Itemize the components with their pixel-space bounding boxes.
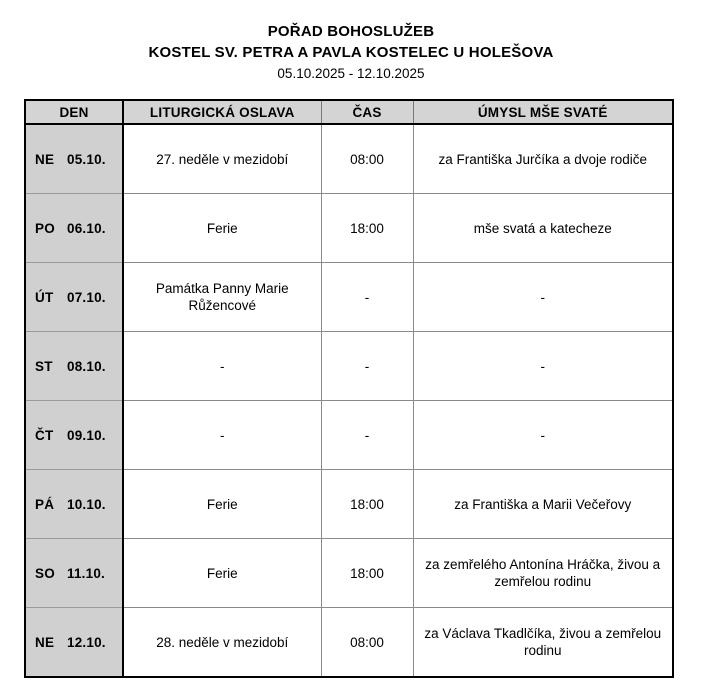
- cell-liturgicka-oslava: Ferie: [123, 193, 322, 263]
- table-row: ÚT 07.10. Památka Panny Marie Růžencové - -: [25, 262, 673, 332]
- cell-cas: -: [321, 331, 414, 401]
- table-row: NE 12.10. 28. neděle v mezidobí 08:00 za Vác…: [25, 607, 673, 677]
- table-row: SO 11.10. Ferie 18:00 za zemřelého Antonína …: [25, 538, 673, 608]
- cell-day: NE 05.10.: [25, 124, 124, 194]
- table-row: ČT 09.10. - - -: [25, 400, 673, 470]
- day-abbreviation: ST: [35, 358, 53, 374]
- column-header-umysl-mse-svate: ÚMYSL MŠE SVATÉ: [413, 100, 673, 125]
- cell-cas: 18:00: [321, 193, 414, 263]
- cell-cas: -: [321, 262, 414, 332]
- day-date: 06.10.: [67, 220, 106, 236]
- cell-day: PO 06.10.: [25, 193, 124, 263]
- cell-cas: 18:00: [321, 469, 414, 539]
- cell-umysl-mse-svate: -: [413, 331, 673, 401]
- column-header-cas: ČAS: [321, 100, 414, 125]
- cell-day: ST 08.10.: [25, 331, 124, 401]
- table-header-row: DEN LITURGICKÁ OSLAVA ČAS ÚMYSL MŠE SVAT…: [25, 100, 673, 125]
- date-range: 05.10.2025 - 12.10.2025: [277, 66, 425, 81]
- page-subtitle-church: KOSTEL SV. PETRA A PAVLA KOSTELEC U HOLE…: [148, 44, 554, 61]
- cell-day: NE 12.10.: [25, 607, 124, 677]
- cell-day: PÁ 10.10.: [25, 469, 124, 539]
- cell-cas: 08:00: [321, 607, 414, 677]
- cell-liturgicka-oslava: 27. neděle v mezidobí: [123, 124, 322, 194]
- day-abbreviation: NE: [35, 634, 55, 650]
- cell-liturgicka-oslava: -: [123, 331, 322, 401]
- cell-umysl-mse-svate: za zemřelého Antonína Hráčka, živou a ze…: [413, 538, 673, 608]
- cell-umysl-mse-svate: mše svatá a katecheze: [413, 193, 673, 263]
- column-header-den: DEN: [25, 100, 124, 125]
- cell-umysl-mse-svate: -: [413, 400, 673, 470]
- cell-cas: 08:00: [321, 124, 414, 194]
- table-body: NE 05.10. 27. neděle v mezidobí 08:00 za Fra…: [25, 124, 673, 677]
- cell-liturgicka-oslava: Památka Panny Marie Růžencové: [123, 262, 322, 332]
- cell-cas: -: [321, 400, 414, 470]
- day-abbreviation: ČT: [35, 427, 54, 443]
- cell-liturgicka-oslava: Ferie: [123, 469, 322, 539]
- cell-cas: 18:00: [321, 538, 414, 608]
- column-header-liturgicka-oslava: LITURGICKÁ OSLAVA: [123, 100, 322, 125]
- day-abbreviation: NE: [35, 151, 55, 167]
- cell-day: ČT 09.10.: [25, 400, 124, 470]
- cell-liturgicka-oslava: -: [123, 400, 322, 470]
- table-row: NE 05.10. 27. neděle v mezidobí 08:00 za Fra…: [25, 124, 673, 194]
- cell-day: SO 11.10.: [25, 538, 124, 608]
- day-date: 07.10.: [67, 289, 106, 305]
- table-row: PÁ 10.10. Ferie 18:00 za Františka a Marii V…: [25, 469, 673, 539]
- day-date: 09.10.: [67, 427, 106, 443]
- day-date: 11.10.: [67, 565, 105, 581]
- day-date: 12.10.: [67, 634, 106, 650]
- schedule-table: DEN LITURGICKÁ OSLAVA ČAS ÚMYSL MŠE SVAT…: [24, 99, 674, 678]
- cell-umysl-mse-svate: za Františka Jurčíka a dvoje rodiče: [413, 124, 673, 194]
- document-heading: POŘAD BOHOSLUŽEB KOSTEL SV. PETRA A PAVL…: [0, 0, 702, 84]
- table-row: ST 08.10. - - -: [25, 331, 673, 401]
- day-date: 08.10.: [67, 358, 106, 374]
- day-abbreviation: PÁ: [35, 496, 55, 512]
- day-abbreviation: PO: [35, 220, 55, 236]
- cell-liturgicka-oslava: Ferie: [123, 538, 322, 608]
- cell-day: ÚT 07.10.: [25, 262, 124, 332]
- day-date: 10.10.: [67, 496, 106, 512]
- cell-liturgicka-oslava: 28. neděle v mezidobí: [123, 607, 322, 677]
- schedule-table-wrapper: DEN LITURGICKÁ OSLAVA ČAS ÚMYSL MŠE SVAT…: [24, 99, 674, 678]
- page-title: POŘAD BOHOSLUŽEB: [267, 23, 435, 40]
- day-abbreviation: SO: [35, 565, 55, 581]
- cell-umysl-mse-svate: za Václava Tkadlčíka, živou a zemřelou r…: [413, 607, 673, 677]
- day-date: 05.10.: [67, 151, 106, 167]
- cell-umysl-mse-svate: za Františka a Marii Večeřovy: [413, 469, 673, 539]
- day-abbreviation: ÚT: [35, 289, 54, 305]
- table-row: PO 06.10. Ferie 18:00 mše svatá a katecheze: [25, 193, 673, 263]
- cell-umysl-mse-svate: -: [413, 262, 673, 332]
- table-header: DEN LITURGICKÁ OSLAVA ČAS ÚMYSL MŠE SVAT…: [25, 100, 673, 125]
